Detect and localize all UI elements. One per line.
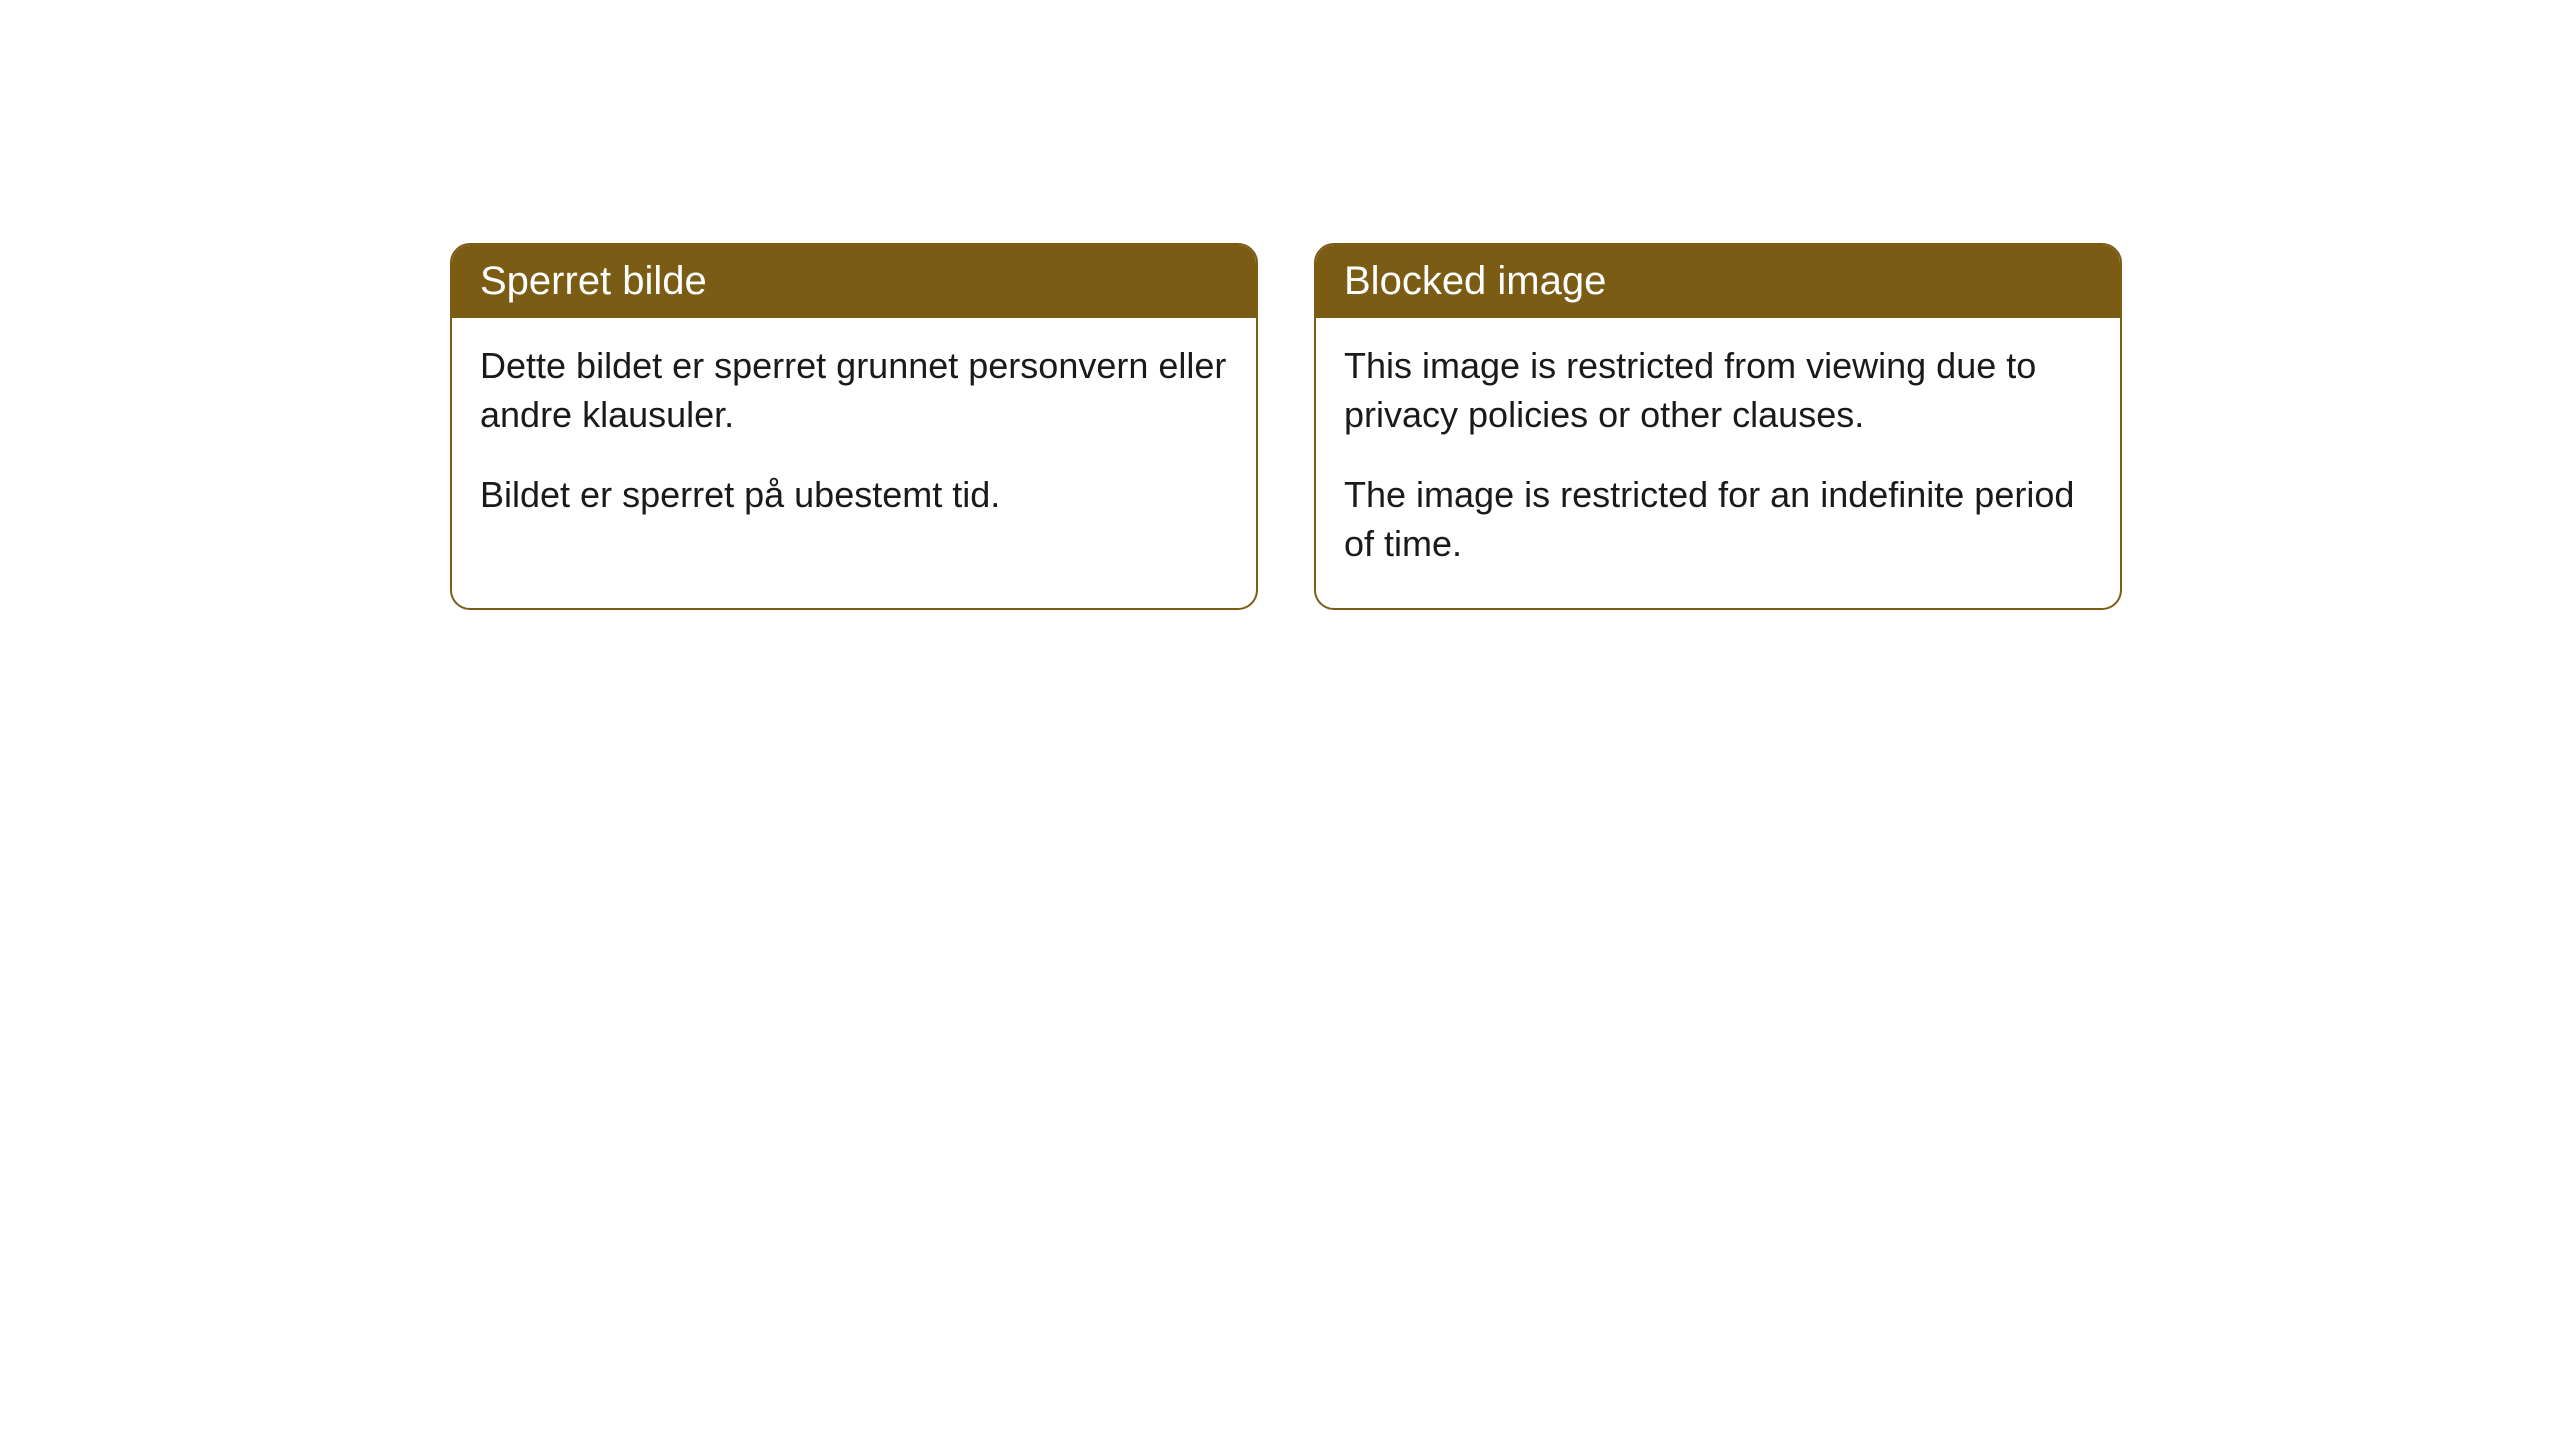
card-paragraph-1-norwegian: Dette bildet er sperret grunnet personve… <box>480 342 1228 439</box>
card-title-english: Blocked image <box>1344 259 1606 303</box>
blocked-image-card-english: Blocked image This image is restricted f… <box>1314 243 2122 610</box>
card-body-norwegian: Dette bildet er sperret grunnet personve… <box>452 318 1256 560</box>
card-title-norwegian: Sperret bilde <box>480 259 707 303</box>
blocked-image-card-norwegian: Sperret bilde Dette bildet er sperret gr… <box>450 243 1258 610</box>
card-header-english: Blocked image <box>1316 245 2120 318</box>
notice-cards-container: Sperret bilde Dette bildet er sperret gr… <box>450 243 2122 610</box>
card-paragraph-1-english: This image is restricted from viewing du… <box>1344 342 2092 439</box>
card-paragraph-2-english: The image is restricted for an indefinit… <box>1344 471 2092 568</box>
card-body-english: This image is restricted from viewing du… <box>1316 318 2120 608</box>
card-paragraph-2-norwegian: Bildet er sperret på ubestemt tid. <box>480 471 1228 520</box>
card-header-norwegian: Sperret bilde <box>452 245 1256 318</box>
